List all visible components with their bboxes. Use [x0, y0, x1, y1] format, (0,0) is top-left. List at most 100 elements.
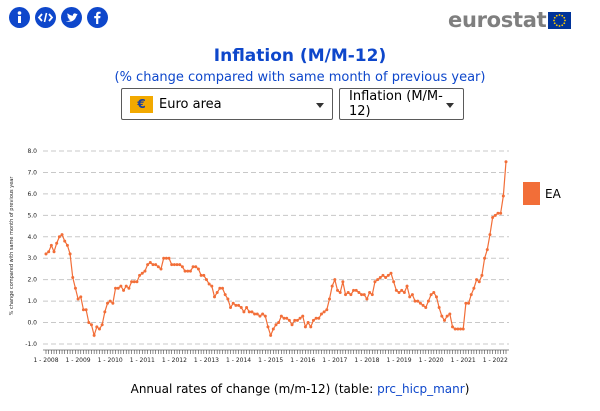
- data-point: [92, 333, 96, 337]
- data-point: [378, 276, 382, 280]
- data-point: [413, 299, 417, 303]
- data-point: [178, 263, 182, 267]
- legend[interactable]: EA: [523, 182, 561, 205]
- chart-subtitle: (% change compared with same month of pr…: [114, 70, 486, 85]
- data-point: [221, 286, 225, 290]
- data-point: [293, 318, 297, 322]
- data-point: [386, 273, 390, 277]
- data-point: [183, 269, 187, 273]
- data-point: [170, 263, 174, 267]
- data-point: [453, 327, 457, 331]
- data-point: [114, 286, 118, 290]
- data-point: [196, 267, 200, 271]
- data-point: [416, 299, 420, 303]
- eu-flag-icon: [548, 11, 572, 29]
- data-point: [250, 310, 254, 314]
- data-point: [138, 273, 142, 277]
- data-point: [156, 265, 160, 269]
- data-point: [207, 282, 211, 286]
- facebook-icon[interactable]: [87, 7, 108, 28]
- data-point: [223, 293, 227, 297]
- x-tick-label: 1 - 2022: [483, 357, 508, 364]
- data-point: [405, 284, 409, 288]
- data-point: [362, 293, 366, 297]
- x-tick-label: 1 - 2011: [130, 357, 155, 364]
- data-point: [467, 301, 471, 305]
- data-point: [55, 241, 59, 245]
- info-icon[interactable]: [9, 7, 30, 28]
- data-point: [263, 314, 267, 318]
- data-point: [301, 314, 305, 318]
- data-point: [426, 299, 430, 303]
- data-point: [258, 314, 262, 318]
- data-point: [290, 323, 294, 327]
- data-point: [303, 325, 307, 329]
- data-point: [440, 314, 444, 318]
- data-point: [298, 316, 302, 320]
- data-point: [65, 243, 69, 247]
- data-point: [100, 323, 104, 327]
- data-point: [242, 310, 246, 314]
- data-point: [218, 286, 222, 290]
- geo-select[interactable]: € Euro area: [121, 88, 333, 120]
- data-point: [429, 293, 433, 297]
- data-point: [488, 233, 492, 237]
- data-point: [274, 323, 278, 327]
- y-tick-label: 8.0: [27, 148, 37, 155]
- data-point: [360, 293, 364, 297]
- y-tick-label: 3.0: [27, 255, 37, 262]
- embed-code-icon[interactable]: [35, 7, 56, 28]
- geo-select-value: Euro area: [159, 96, 222, 112]
- data-point: [245, 306, 249, 310]
- data-point: [384, 276, 388, 280]
- data-point: [365, 297, 369, 301]
- y-tick-label: 4.0: [27, 234, 37, 241]
- data-point: [175, 263, 179, 267]
- indicator-select-value: Inflation (M/M-12): [349, 89, 443, 119]
- data-point: [408, 295, 412, 299]
- data-point: [239, 306, 243, 310]
- data-point: [317, 316, 321, 320]
- data-point: [226, 297, 230, 301]
- data-point: [352, 288, 356, 292]
- table-link[interactable]: prc_hicp_manr: [377, 382, 465, 396]
- data-point: [445, 314, 449, 318]
- data-point: [336, 288, 340, 292]
- data-point: [124, 284, 128, 288]
- twitter-icon[interactable]: [61, 7, 82, 28]
- data-point: [501, 194, 505, 198]
- data-point: [76, 297, 80, 301]
- data-point: [402, 291, 406, 295]
- y-tick-label: 1.0: [27, 298, 37, 305]
- data-point: [330, 284, 334, 288]
- data-point: [202, 273, 206, 277]
- data-point: [143, 269, 147, 273]
- data-point: [154, 263, 158, 267]
- data-point: [346, 291, 350, 295]
- data-point: [477, 280, 481, 284]
- data-point: [49, 243, 53, 247]
- data-point: [434, 295, 438, 299]
- data-point: [338, 291, 342, 295]
- chart-footer: Annual rates of change (m/m-12) (table: …: [0, 382, 600, 396]
- data-point: [140, 271, 144, 275]
- data-point: [496, 211, 500, 215]
- data-point: [247, 310, 251, 314]
- data-point: [71, 276, 75, 280]
- data-point: [472, 286, 476, 290]
- y-tick-label: 6.0: [27, 191, 37, 198]
- x-tick-label: 1 - 2018: [354, 357, 379, 364]
- data-point: [309, 325, 313, 329]
- eurostat-logo[interactable]: eurostat: [448, 8, 572, 32]
- indicator-select[interactable]: Inflation (M/M-12): [339, 88, 464, 120]
- y-axis-ticks: 8.0 7.0 6.0 5.0 4.0 3.0 2.0 1.0 0.0 -1.0: [25, 148, 37, 348]
- data-point: [442, 318, 446, 322]
- data-point: [282, 316, 286, 320]
- data-point: [103, 310, 107, 314]
- euro-symbol: €: [137, 97, 146, 111]
- data-point: [354, 288, 358, 292]
- data-point: [376, 278, 380, 282]
- x-tick-label: 1 - 2017: [322, 357, 347, 364]
- share-toolbar: [9, 7, 108, 28]
- chart-title: Inflation (M/M-12): [213, 46, 387, 66]
